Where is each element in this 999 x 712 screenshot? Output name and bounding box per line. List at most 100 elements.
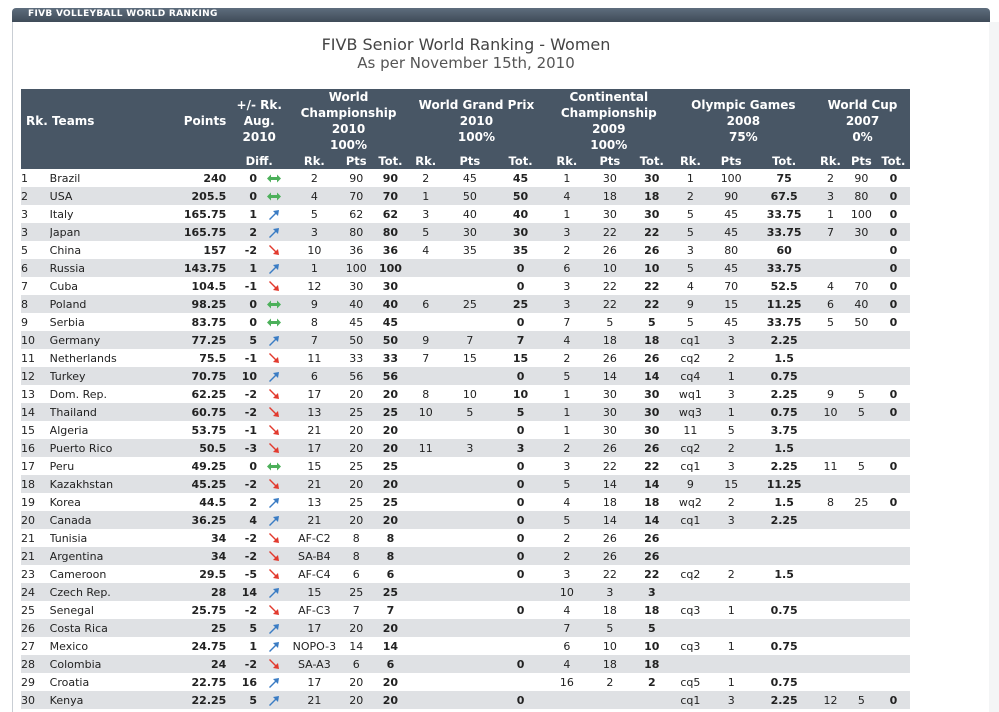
cell-og-points: 15 (709, 295, 754, 313)
cell-rank: 3 (21, 205, 50, 223)
cell-rank: 1 (21, 169, 50, 187)
cell-cc-rank: 2 (545, 349, 588, 367)
cell-og-points: 3 (709, 691, 754, 709)
scrollbar-track[interactable] (989, 22, 999, 712)
cell-wc-rank: 21 (290, 475, 339, 493)
table-row: 3 Italy 165.75 1 5 62 62 3 40 40 1 30 30 5 45 33.75 1 100… (21, 205, 910, 223)
cell-diff: -2 (228, 547, 257, 565)
cell-cup-total (876, 673, 910, 691)
cell-wgp-rank (406, 367, 445, 385)
cell-rank: 16 (21, 439, 50, 457)
cell-cup-rank (815, 511, 846, 529)
trend-down-icon (268, 551, 279, 561)
table-row: 18 Kazakhstan 45.25 -2 21 20 20 0 5 14 14 9 15 11.25 (21, 475, 910, 493)
cell-wgp-rank: 2 (406, 169, 445, 187)
trend-same-icon (266, 300, 281, 309)
cell-trend (257, 637, 291, 655)
cell-wc-rank: 15 (290, 583, 339, 601)
cell-og-rank (671, 655, 710, 673)
cell-cc-rank: 1 (545, 205, 588, 223)
cell-cc-rank: 5 (545, 367, 588, 385)
cell-cup-points: 25 (845, 493, 877, 511)
cell-cc-total: 14 (631, 367, 672, 385)
cell-wc-rank: SA-B4 (290, 547, 339, 565)
header-world-championship: World Championship 2010 100% (290, 89, 407, 153)
cell-wgp-total: 0 (495, 259, 546, 277)
cell-wgp-total: 50 (495, 187, 546, 205)
cell-team: Tunisia (49, 529, 163, 547)
cell-trend (257, 331, 291, 349)
cell-wgp-rank: 10 (406, 403, 445, 421)
cell-cup-points (845, 367, 877, 385)
trend-down-icon (268, 569, 279, 579)
header-continental-championship: Continental Championship 2009 100% (545, 89, 672, 153)
trend-up-icon (268, 624, 279, 634)
cell-cc-total: 18 (631, 187, 672, 205)
table-row: 21 Argentina 34 -2 SA-B4 8 8 0 2 26 26 (21, 547, 910, 565)
cell-wgp-points (444, 259, 496, 277)
cell-rank: 7 (21, 277, 50, 295)
cell-wc-total: 20 (373, 475, 407, 493)
cell-rank: 5 (21, 241, 50, 259)
cell-cup-total (876, 331, 910, 349)
cell-team: Costa Rica (49, 619, 163, 637)
subheader-wgp-rk: Rk. (406, 153, 445, 169)
cell-cc-rank: 5 (545, 475, 588, 493)
cell-rank: 11 (21, 349, 50, 367)
cell-diff: -2 (228, 475, 257, 493)
cell-wgp-rank: 6 (406, 295, 445, 313)
cell-rank: 12 (21, 367, 50, 385)
cell-wc-total: 20 (373, 421, 407, 439)
cell-wc-rank: 15 (290, 457, 339, 475)
cell-cc-points: 22 (587, 277, 632, 295)
table-row: 16 Puerto Rico 50.5 -3 17 20 20 11 3 3 2 26 26 cq2 2 1.… (21, 439, 910, 457)
cell-points: 22.75 (162, 673, 229, 691)
cell-diff: 16 (228, 673, 257, 691)
cell-wc-total: 45 (373, 313, 407, 331)
cell-og-rank: cq3 (671, 637, 710, 655)
cell-og-rank: 5 (671, 223, 710, 241)
cell-wc-total: 8 (373, 529, 407, 547)
cell-og-rank: 2 (671, 187, 710, 205)
cell-wc-total: 20 (373, 385, 407, 403)
cell-team: Russia (49, 259, 163, 277)
cell-wc-rank: 21 (290, 691, 339, 709)
cell-cc-total: 26 (631, 439, 672, 457)
cell-wgp-points (444, 691, 496, 709)
header-rank-teams: Rk. Teams (21, 89, 163, 153)
cell-wc-total: 14 (373, 637, 407, 655)
trend-up-icon (268, 498, 279, 508)
cell-team: Korea (49, 493, 163, 511)
cell-og-total: 1.5 (753, 565, 816, 583)
cell-rank: 26 (21, 619, 50, 637)
header-wc-line2: Championship (300, 106, 397, 120)
cell-wgp-points: 50 (444, 187, 496, 205)
cell-og-points: 80 (709, 241, 754, 259)
table-row: 1 Brazil 240 0 2 90 90 2 45 45 1 30 30 1 100 75 2 90 0 (21, 169, 910, 187)
cell-wc-rank: 17 (290, 385, 339, 403)
cell-cup-points (845, 421, 877, 439)
cell-diff: -1 (228, 349, 257, 367)
cell-diff: -2 (228, 385, 257, 403)
cell-cc-rank: 1 (545, 421, 588, 439)
cell-wc-points: 20 (338, 385, 374, 403)
cell-cup-total (876, 601, 910, 619)
cell-trend (257, 601, 291, 619)
header-wgp-line2: 2010 (459, 114, 494, 128)
cell-points: 104.5 (162, 277, 229, 295)
cell-cc-total: 30 (631, 169, 672, 187)
header-cc-line4: 100% (590, 138, 628, 152)
table-row: 13 Dom. Rep. 62.25 -2 17 20 20 8 10 10 1 30 30 wq1 3 2.… (21, 385, 910, 403)
cell-wc-points: 33 (338, 349, 374, 367)
cell-og-total: 75 (753, 169, 816, 187)
trend-up-icon (268, 642, 279, 652)
cell-points: 143.75 (162, 259, 229, 277)
header-wgp-line3: 100% (457, 130, 495, 144)
cell-team: Poland (49, 295, 163, 313)
cell-og-total: 60 (753, 241, 816, 259)
cell-og-points: 2 (709, 493, 754, 511)
cell-wc-total: 6 (373, 655, 407, 673)
cell-team: Croatia (49, 673, 163, 691)
cell-og-total: 0.75 (753, 403, 816, 421)
cell-team: Turkey (49, 367, 163, 385)
